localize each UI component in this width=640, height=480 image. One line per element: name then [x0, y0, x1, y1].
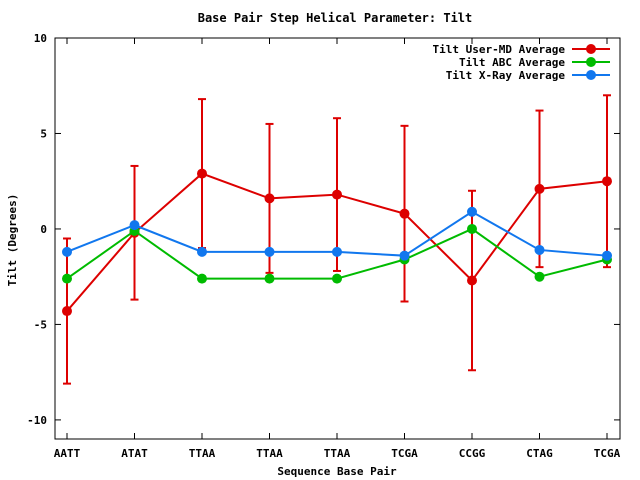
x-tick-label: CTAG [526, 447, 553, 460]
legend-label: Tilt User-MD Average [433, 43, 566, 56]
y-tick-label: -5 [34, 318, 47, 331]
series-1 [62, 94, 612, 385]
data-point [399, 208, 410, 219]
data-point [264, 273, 275, 284]
data-point [602, 250, 612, 261]
data-point [62, 306, 72, 317]
data-point [534, 244, 545, 255]
legend-marker [586, 70, 596, 80]
data-point [467, 223, 477, 234]
legend-marker [586, 44, 596, 54]
y-axis-label: Tilt (Degrees) [6, 194, 19, 287]
x-tick-label: TTAA [324, 447, 351, 460]
series-layer [62, 94, 612, 385]
data-point [129, 220, 140, 231]
data-point [264, 246, 275, 257]
data-point [197, 168, 207, 179]
data-point [534, 271, 545, 282]
x-tick-label: TCGA [391, 447, 418, 460]
data-point [197, 246, 207, 257]
data-point [62, 246, 72, 257]
data-point [399, 250, 410, 261]
x-tick-label: ATAT [121, 447, 148, 460]
data-point [534, 183, 545, 194]
data-point [602, 176, 612, 187]
y-tick-label: 10 [34, 32, 47, 45]
y-tick-label: 0 [40, 223, 47, 236]
legend-label: Tilt ABC Average [459, 56, 565, 69]
data-point [197, 273, 207, 284]
x-axis-label: Sequence Base Pair [277, 465, 397, 478]
legend-label: Tilt X-Ray Average [446, 69, 566, 82]
data-point [332, 189, 342, 200]
x-tick-label: AATT [54, 447, 81, 460]
x-tick-label: TCGA [594, 447, 621, 460]
chart-title: Base Pair Step Helical Parameter: Tilt [198, 11, 473, 25]
data-point [332, 273, 342, 284]
legend-marker [586, 57, 596, 67]
y-tick-label: 5 [40, 127, 47, 140]
data-point [332, 246, 342, 257]
data-point [467, 206, 477, 217]
y-axis-ticks: 10 5 0 -5 -10 [27, 32, 620, 427]
series-3 [62, 206, 612, 261]
x-tick-label: CCGG [459, 447, 486, 460]
data-point [62, 273, 72, 284]
x-axis-ticks: AATT ATAT TTAA TTAA TTAA TCGA CCGG CTAG TCGA [54, 38, 621, 460]
x-tick-label: TTAA [189, 447, 216, 460]
data-point [467, 275, 477, 286]
y-tick-label: -10 [27, 414, 47, 427]
x-tick-label: TTAA [256, 447, 283, 460]
data-point [264, 193, 275, 204]
